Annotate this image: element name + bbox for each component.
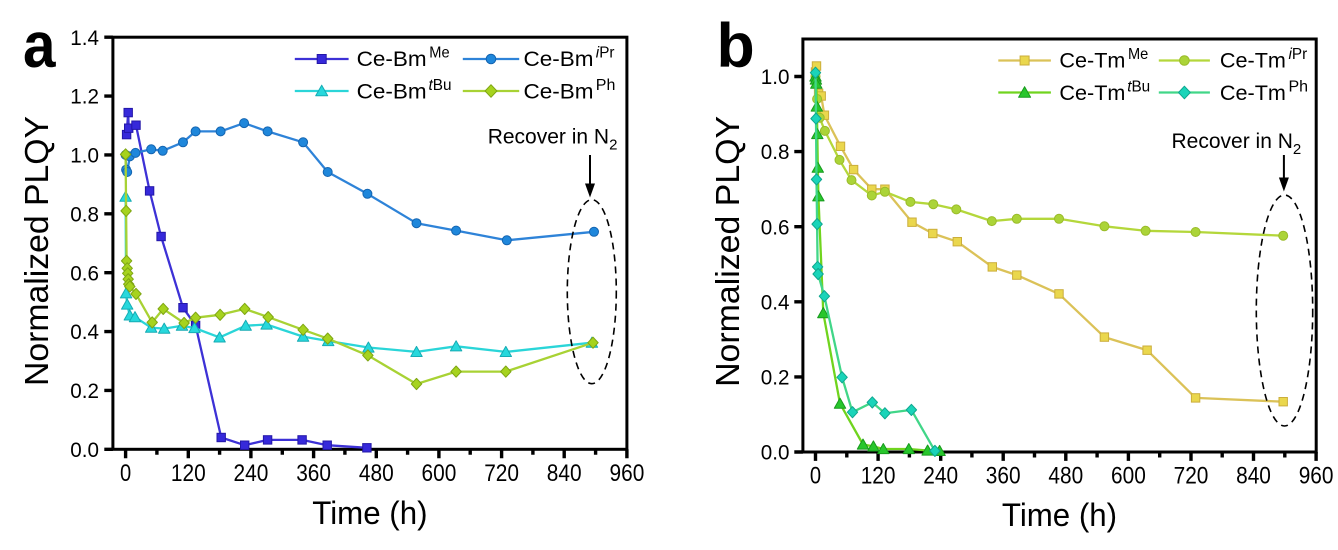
svg-text:120: 120: [861, 463, 896, 490]
svg-text:tBu: tBu: [429, 77, 452, 94]
svg-text:1.4: 1.4: [70, 26, 99, 50]
svg-text:720: 720: [484, 460, 519, 487]
svg-text:b: b: [717, 10, 755, 80]
svg-text:0.6: 0.6: [70, 261, 99, 285]
svg-text:1.0: 1.0: [70, 144, 99, 168]
svg-text:Ce-Bm: Ce-Bm: [524, 47, 594, 71]
svg-text:360: 360: [296, 460, 331, 487]
svg-text:480: 480: [1048, 463, 1083, 490]
svg-text:iPr: iPr: [1289, 46, 1308, 63]
svg-text:Ph: Ph: [1289, 79, 1309, 96]
svg-text:Time (h): Time (h): [1002, 497, 1117, 533]
svg-text:Ce-Bm: Ce-Bm: [524, 80, 594, 104]
svg-text:0.2: 0.2: [761, 366, 790, 390]
svg-text:240: 240: [923, 463, 958, 490]
svg-text:1.0: 1.0: [761, 65, 790, 89]
svg-text:Ce-Tm: Ce-Tm: [1220, 81, 1286, 105]
svg-text:0.4: 0.4: [70, 320, 99, 344]
svg-text:600: 600: [1111, 463, 1146, 490]
svg-text:840: 840: [547, 460, 582, 487]
svg-text:tBu: tBu: [1127, 79, 1150, 96]
svg-text:840: 840: [1236, 463, 1271, 490]
svg-text:360: 360: [986, 463, 1021, 490]
svg-text:0: 0: [120, 460, 131, 487]
svg-text:0.0: 0.0: [761, 441, 790, 465]
svg-text:Ph: Ph: [596, 77, 616, 94]
svg-text:240: 240: [234, 460, 269, 487]
svg-text:0.8: 0.8: [761, 140, 790, 164]
svg-text:Normalized PLQY: Normalized PLQY: [18, 116, 55, 386]
svg-text:960: 960: [1299, 463, 1334, 490]
svg-text:iPr: iPr: [596, 45, 615, 62]
svg-text:1.2: 1.2: [70, 85, 99, 109]
svg-text:0.2: 0.2: [70, 379, 99, 403]
svg-text:Time (h): Time (h): [312, 495, 427, 531]
svg-text:a: a: [23, 9, 56, 81]
svg-text:0.8: 0.8: [70, 202, 99, 226]
svg-text:Ce-Tm: Ce-Tm: [1059, 81, 1125, 105]
svg-text:Ce-Bm: Ce-Bm: [357, 80, 427, 104]
svg-text:Normalized PLQY: Normalized PLQY: [709, 116, 746, 387]
svg-text:Ce-Tm: Ce-Tm: [1220, 49, 1286, 73]
svg-text:480: 480: [359, 460, 394, 487]
svg-text:960: 960: [610, 460, 645, 487]
svg-text:600: 600: [422, 460, 457, 487]
svg-text:Ce-Tm: Ce-Tm: [1059, 49, 1125, 73]
svg-text:Me: Me: [429, 45, 449, 62]
svg-text:Me: Me: [1128, 46, 1148, 63]
svg-text:720: 720: [1174, 463, 1209, 490]
svg-text:120: 120: [171, 460, 206, 487]
svg-text:0.6: 0.6: [761, 215, 790, 239]
svg-text:0.0: 0.0: [70, 438, 99, 462]
svg-text:0: 0: [810, 463, 821, 490]
svg-text:0.4: 0.4: [761, 290, 790, 314]
svg-text:Ce-Bm: Ce-Bm: [357, 47, 427, 71]
